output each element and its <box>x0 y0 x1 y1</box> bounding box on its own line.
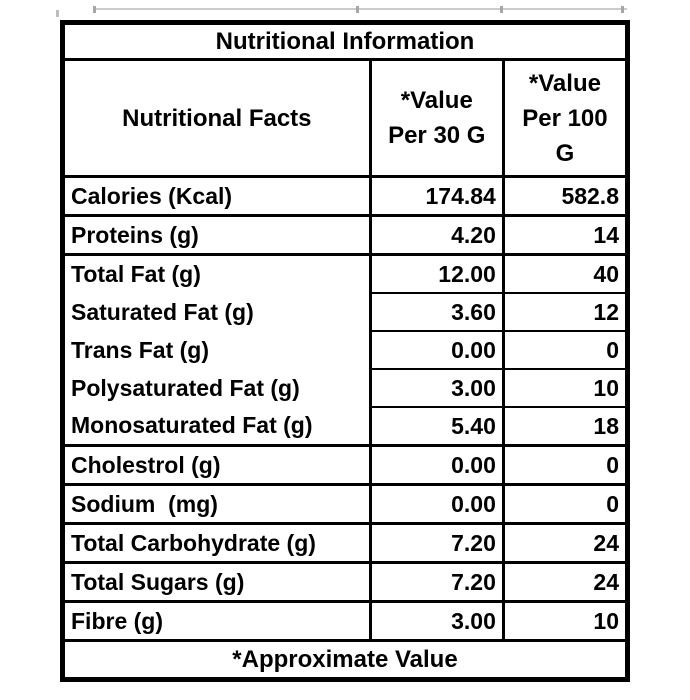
gridline-tick <box>356 6 359 13</box>
value-per-100g: 18 <box>501 406 630 447</box>
approximate-value-note: *Approximate Value <box>61 639 629 681</box>
value-per-30g: 3.60 <box>368 292 505 332</box>
gridline-artifact <box>93 8 627 10</box>
table-row-sodium: Sodium (mg) 0.00 0 <box>61 483 630 525</box>
row-label: Cholestrol (g) <box>61 444 372 486</box>
table-title-row: Nutritional Information <box>61 21 629 61</box>
value-per-30g: 12.00 <box>368 253 505 294</box>
value-per-30g: 4.20 <box>368 214 505 256</box>
table-row-proteins: Proteins (g) 4.20 14 <box>61 214 630 256</box>
row-label: Total Carbohydrate (g) <box>61 522 372 564</box>
value-per-100g: 40 <box>501 253 630 294</box>
value-per-100g: 14 <box>501 214 630 256</box>
header-line: Nutritional Facts <box>122 104 312 132</box>
col-header-value-per-100g: *Value Per 100 G <box>501 58 630 178</box>
table-row-total-fat: Total Fat (g) 12.00 40 <box>61 253 630 294</box>
table-row-calories: Calories (Kcal) 174.84 582.8 <box>61 175 630 217</box>
value-per-30g: 174.84 <box>368 175 505 217</box>
gridline-tick <box>56 10 59 17</box>
row-label: Trans Fat (g) <box>61 331 372 369</box>
value-per-100g: 0 <box>501 483 630 525</box>
row-label: Monosaturated Fat (g) <box>61 407 372 447</box>
table-footer-row: *Approximate Value <box>61 639 629 681</box>
row-label: Sodium (mg) <box>61 483 372 525</box>
header-line: *Value <box>400 87 473 114</box>
header-line: Per 30 G <box>388 122 486 149</box>
gridline-tick <box>93 6 96 13</box>
value-per-100g: 582.8 <box>501 175 630 217</box>
row-label: Fibre (g) <box>61 600 372 642</box>
row-label: Total Sugars (g) <box>61 561 372 603</box>
value-per-30g: 0.00 <box>368 483 505 525</box>
row-label: Saturated Fat (g) <box>61 293 372 331</box>
table-row-total-sugars: Total Sugars (g) 7.20 24 <box>61 561 630 603</box>
value-per-30g: 3.00 <box>368 368 505 408</box>
value-per-30g: 7.20 <box>368 522 505 564</box>
col-header-value-per-30g: *Value Per 30 G <box>368 58 505 178</box>
table-row-monosaturated-fat: Monosaturated Fat (g) 5.40 18 <box>61 406 630 447</box>
table-row-total-carbohydrate: Total Carbohydrate (g) 7.20 24 <box>61 522 630 564</box>
row-label: Total Fat (g) <box>61 253 372 293</box>
table-title: Nutritional Information <box>61 21 629 61</box>
value-per-100g: 10 <box>501 600 630 642</box>
nutrition-table: Nutritional Information Nutritional Fact… <box>60 20 630 682</box>
value-per-100g: 24 <box>501 522 630 564</box>
table-row-saturated-fat: Saturated Fat (g) 3.60 12 <box>61 292 630 332</box>
row-label: Calories (Kcal) <box>61 175 372 217</box>
value-per-30g: 3.00 <box>368 600 505 642</box>
table-row-trans-fat: Trans Fat (g) 0.00 0 <box>61 330 630 370</box>
value-per-100g: 0 <box>501 444 630 486</box>
table-row-cholestrol: Cholestrol (g) 0.00 0 <box>61 444 630 486</box>
value-per-100g: 24 <box>501 561 630 603</box>
table-row-fibre: Fibre (g) 3.00 10 <box>61 600 630 642</box>
gridline-tick <box>500 6 503 13</box>
table-header-row: Nutritional Facts *Value Per 30 G *Value… <box>61 58 630 178</box>
gridline-tick <box>621 6 624 13</box>
value-per-30g: 7.20 <box>368 561 505 603</box>
table-row-polysaturated-fat: Polysaturated Fat (g) 3.00 10 <box>61 368 630 408</box>
row-label: Proteins (g) <box>61 214 372 256</box>
row-label: Polysaturated Fat (g) <box>61 369 372 407</box>
value-per-30g: 0.00 <box>368 330 505 370</box>
header-line: Per 100 <box>522 104 608 132</box>
col-header-nutritional-facts: Nutritional Facts <box>61 58 372 178</box>
value-per-30g: 5.40 <box>368 406 505 447</box>
header-line: G <box>555 139 575 167</box>
value-per-100g: 10 <box>501 368 630 408</box>
header-line: *Value <box>528 69 601 97</box>
value-per-30g: 0.00 <box>368 444 505 486</box>
value-per-100g: 0 <box>501 330 630 370</box>
value-per-100g: 12 <box>501 292 630 332</box>
